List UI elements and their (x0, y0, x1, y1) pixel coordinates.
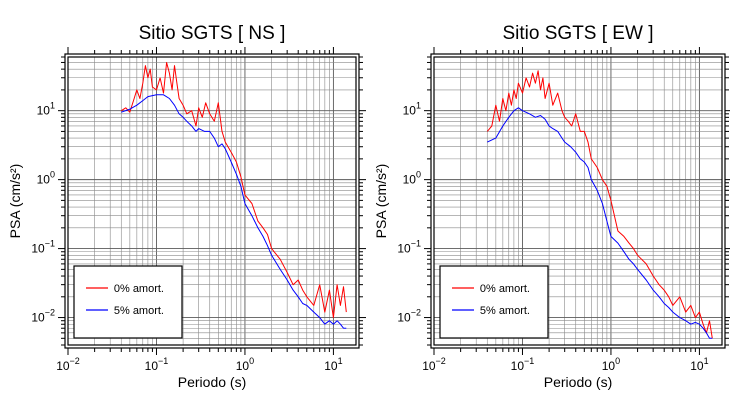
chart-0-legend-box (73, 265, 183, 339)
chart-1-title: Sitio SGTS [ EW ] (503, 23, 654, 44)
chart-1-legend-label-1: 5% amort. (480, 305, 530, 317)
chart-0-frame-inner (67, 56, 357, 346)
chart-1-frame-outer (430, 53, 726, 349)
chart-1-ytick-label: 10−1 (397, 239, 421, 256)
chart-0-legend: 0% amort. 5% amort. (73, 265, 183, 339)
chart-0-ytick-label: 100 (37, 170, 55, 187)
chart-1-legend: 0% amort. 5% amort. (439, 265, 549, 339)
chart-1-xtick-label: 100 (602, 356, 620, 373)
chart-0-xlabel: Periodo (s) (178, 374, 246, 390)
chart-0-legend-label-1: 5% amort. (114, 305, 164, 317)
chart-1-ytick-label: 10−2 (397, 308, 421, 325)
chart-1-tick-marks (424, 47, 730, 355)
chart-1-xtick-label: 10−1 (511, 356, 535, 373)
chart-1-series-0-line (486, 70, 713, 339)
chart-1-ytick-label: 101 (403, 101, 421, 118)
chart-1-ytick-label: 100 (403, 170, 421, 187)
chart-1-series-1-line (487, 107, 713, 339)
chart-panel-ew: 10−2 10−1 100 101 10−2 10−1 100 101 Sitio SGTS [… (373, 23, 730, 390)
chart-0-ytick-label: 101 (37, 101, 55, 118)
chart-0-tick-marks (58, 47, 366, 355)
chart-1-xtick-label: 10−2 (422, 356, 446, 373)
chart-0-series-0-line (121, 62, 347, 319)
chart-0-ytick-label: 10−1 (31, 239, 55, 256)
chart-0-title: Sitio SGTS [ NS ] (139, 23, 286, 44)
chart-0-legend-label-0: 0% amort. (114, 283, 164, 295)
chart-1-frame-inner (433, 56, 723, 346)
chart-0-ylabel: PSA (cm/s²) (7, 164, 23, 239)
chart-0-xtick-label: 100 (236, 356, 254, 373)
chart-1-legend-label-0: 0% amort. (480, 283, 530, 295)
chart-1-legend-box (439, 265, 549, 339)
chart-1-xtick-label: 101 (690, 356, 708, 373)
chart-0-xtick-label: 10−2 (56, 356, 80, 373)
chart-1-ylabel: PSA (cm/s²) (373, 164, 389, 239)
chart-0-series-1-line (121, 94, 347, 329)
chart-0-xtick-label: 101 (324, 356, 342, 373)
chart-1-xlabel: Periodo (s) (544, 374, 612, 390)
chart-0-xtick-label: 10−1 (145, 356, 169, 373)
chart-0-frame-outer (64, 53, 360, 349)
chart-0-ytick-label: 10−2 (31, 308, 55, 325)
chart-panel-ns: 10−2 10−1 100 101 10−2 10−1 100 101 Sitio SGTS [… (7, 23, 366, 390)
